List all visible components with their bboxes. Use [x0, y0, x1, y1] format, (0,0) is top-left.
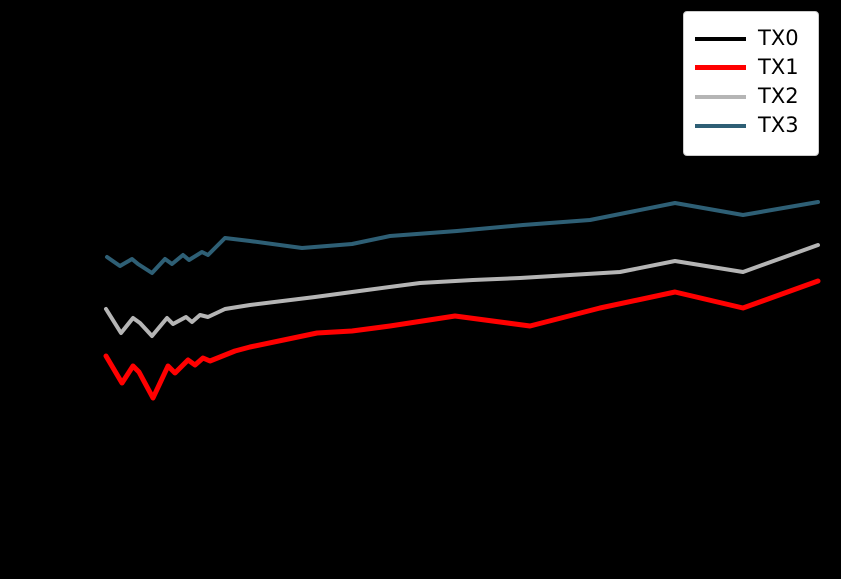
legend-line-swatch-tx0: [695, 36, 746, 41]
legend-entry-tx3: TX3: [695, 111, 818, 140]
legend-line-swatch-tx1: [695, 65, 746, 70]
legend-label-tx0: TX0: [758, 26, 799, 50]
legend-label-tx2: TX2: [758, 84, 799, 108]
legend-entry-tx1: TX1: [695, 53, 818, 82]
legend-label-tx1: TX1: [758, 55, 799, 79]
legend-line-swatch-tx3: [695, 123, 746, 128]
legend-label-tx3: TX3: [758, 113, 799, 137]
series-line-tx3: [105, 200, 820, 275]
series-line-tx1: [103, 278, 821, 401]
legend-line-swatch-tx2: [695, 94, 746, 99]
legend: TX0 TX1 TX2 TX3: [683, 11, 819, 156]
legend-entry-tx0: TX0: [695, 24, 818, 53]
series-line-tx2: [104, 243, 820, 338]
legend-entry-tx2: TX2: [695, 82, 818, 111]
